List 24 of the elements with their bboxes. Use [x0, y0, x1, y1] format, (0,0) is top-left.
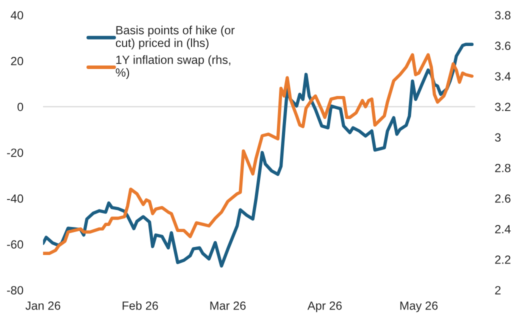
y2-tick-label: 3	[495, 133, 501, 142]
y2-tick-label: 3.4	[495, 72, 511, 81]
legend-label: Basis points of hike (or cut) priced in (lhs)	[116, 26, 235, 50]
x-tick-label: Apr 26	[307, 301, 342, 312]
y2-tick-label: 2.8	[495, 164, 510, 172]
y-tick-label: -60	[7, 240, 24, 249]
x-tick-label: Mar 26	[210, 301, 246, 310]
y2-tick-label: 3.2	[495, 102, 510, 112]
y-tick-label: -20	[7, 148, 24, 157]
x-tick-label: Feb 26	[122, 301, 158, 310]
y2-tick-label: 3.6	[495, 42, 510, 50]
x-tick-label: Jan 26	[26, 301, 60, 310]
y2-tick-label: 2.6	[495, 194, 510, 203]
y-tick-label: -40	[7, 194, 24, 203]
legend-label: 1Y inflation swap (rhs, %)	[116, 55, 230, 80]
y2-tick-label: 3.8	[495, 11, 510, 20]
y-tick-label: 40	[10, 11, 24, 20]
y-tick-label: 20	[11, 56, 24, 66]
y2-tick-label: 2.2	[495, 256, 510, 264]
x-tick-label: May 26	[400, 301, 438, 312]
y-tick-label: -80	[7, 286, 24, 294]
y2-tick-label: 2	[495, 286, 501, 294]
y2-tick-label: 2.4	[495, 224, 511, 234]
y-tick-label: 0	[18, 102, 24, 112]
